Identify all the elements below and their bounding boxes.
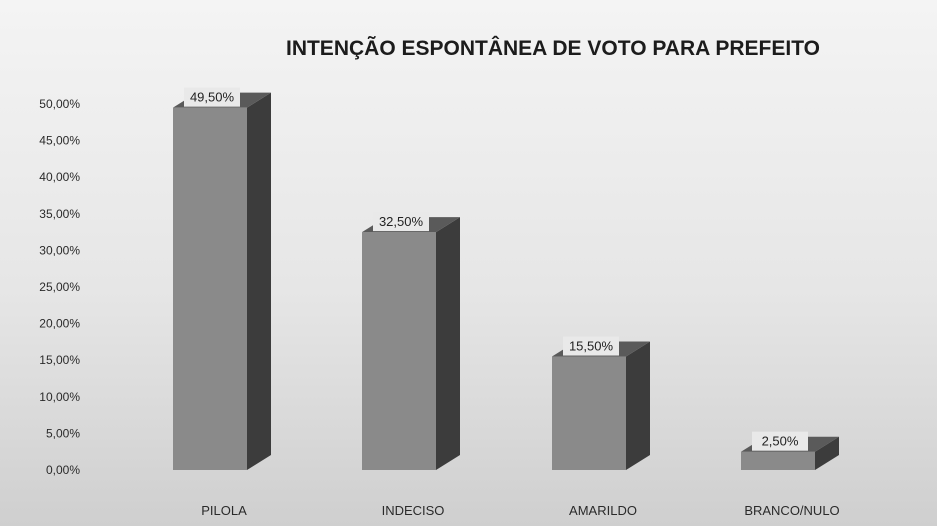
bar-side bbox=[626, 341, 650, 470]
data-label-box bbox=[752, 431, 808, 451]
y-tick-label: 0,00% bbox=[46, 463, 80, 477]
bar-side bbox=[436, 217, 460, 470]
bar: 32,50% bbox=[362, 212, 460, 470]
data-label-box bbox=[563, 336, 619, 356]
y-tick-label: 50,00% bbox=[39, 97, 80, 111]
data-label-box bbox=[184, 87, 240, 107]
data-label: 15,50% bbox=[569, 339, 614, 354]
y-tick-label: 10,00% bbox=[39, 390, 80, 404]
y-tick-label: 35,00% bbox=[39, 207, 80, 221]
bar: 2,50% bbox=[741, 431, 839, 470]
bar-front bbox=[741, 451, 815, 470]
bar-front bbox=[173, 107, 247, 470]
bar-front bbox=[362, 232, 436, 470]
x-tick-label: PILOLA bbox=[201, 503, 247, 518]
y-tick-label: 45,00% bbox=[39, 134, 80, 148]
x-tick-label: INDECISO bbox=[382, 503, 445, 518]
data-label: 32,50% bbox=[379, 214, 424, 229]
y-tick-label: 5,00% bbox=[46, 426, 80, 440]
y-tick-label: 20,00% bbox=[39, 317, 80, 331]
y-tick-label: 40,00% bbox=[39, 170, 80, 184]
bar-side bbox=[815, 436, 839, 470]
data-label-box bbox=[373, 212, 429, 232]
chart-title: INTENÇÃO ESPONTÂNEA DE VOTO PARA PREFEIT… bbox=[286, 36, 820, 60]
x-tick-label: AMARILDO bbox=[569, 503, 637, 518]
y-axis: 0,00% 5,00% 10,00% 15,00% 20,00% 25,00% 30,00%… bbox=[39, 97, 80, 477]
bars: 49,50% 32,50% 15,50% 2,50% bbox=[173, 87, 839, 470]
bar-side bbox=[247, 92, 271, 470]
data-label: 49,50% bbox=[190, 90, 235, 105]
y-tick-label: 30,00% bbox=[39, 243, 80, 257]
bar: 49,50% bbox=[173, 87, 271, 470]
x-tick-label: BRANCO/NULO bbox=[744, 503, 839, 518]
bar: 15,50% bbox=[552, 336, 650, 470]
y-tick-label: 15,00% bbox=[39, 353, 80, 367]
y-tick-label: 25,00% bbox=[39, 280, 80, 294]
bar-front bbox=[552, 356, 626, 470]
data-label: 2,50% bbox=[762, 434, 799, 449]
x-axis: PILOLA INDECISO AMARILDO BRANCO/NULO bbox=[201, 503, 839, 518]
